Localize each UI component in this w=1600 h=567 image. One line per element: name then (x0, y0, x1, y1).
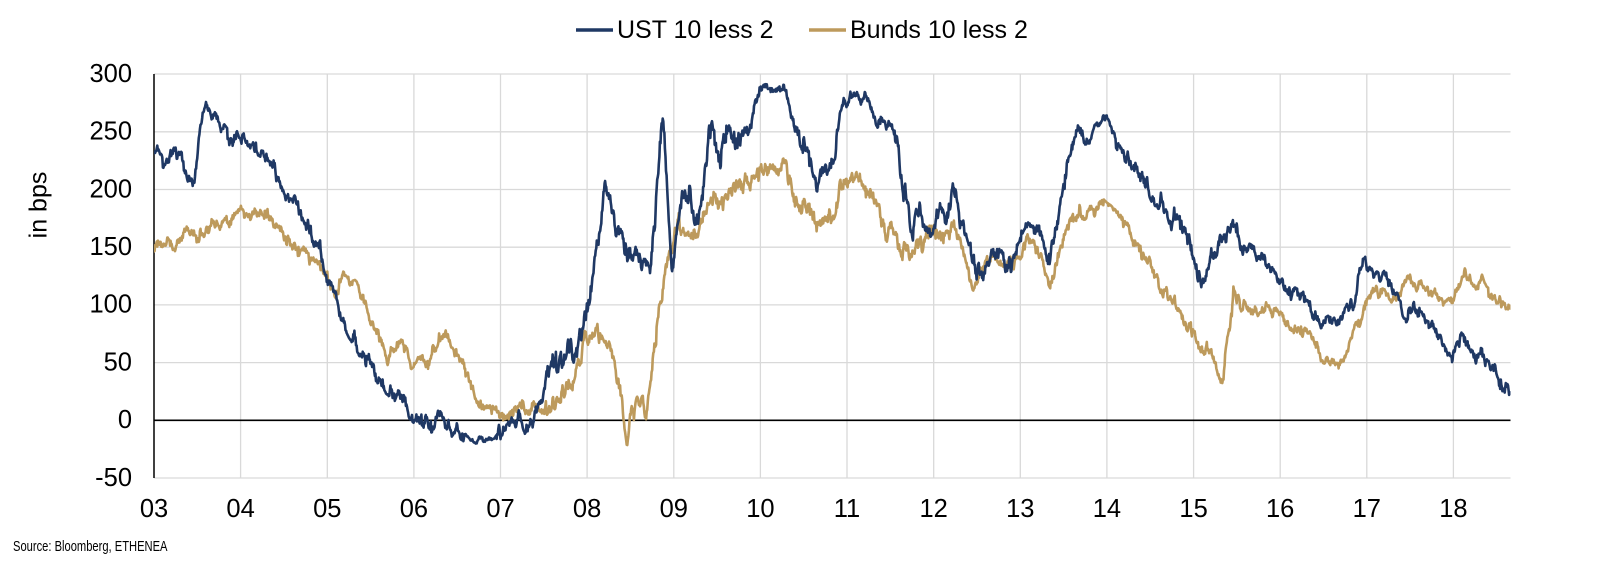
svg-text:50: 50 (104, 348, 132, 376)
svg-text:07: 07 (486, 495, 514, 523)
svg-text:06: 06 (400, 495, 428, 523)
svg-text:Bunds 10 less 2: Bunds 10 less 2 (850, 16, 1028, 44)
svg-text:12: 12 (920, 495, 948, 523)
svg-text:11: 11 (834, 495, 860, 523)
svg-text:09: 09 (660, 495, 688, 523)
svg-text:13: 13 (1006, 495, 1034, 523)
svg-text:18: 18 (1439, 495, 1467, 523)
svg-text:UST 10 less 2: UST 10 less 2 (617, 16, 774, 44)
svg-text:04: 04 (226, 495, 254, 523)
svg-text:250: 250 (89, 118, 132, 146)
svg-text:03: 03 (140, 495, 168, 523)
svg-text:08: 08 (573, 495, 601, 523)
svg-text:300: 300 (89, 60, 132, 88)
svg-text:150: 150 (89, 233, 132, 261)
svg-text:15: 15 (1179, 495, 1207, 523)
svg-text:Source: Bloomberg, ETHENEA: Source: Bloomberg, ETHENEA (13, 538, 168, 555)
svg-text:16: 16 (1266, 495, 1294, 523)
svg-text:0: 0 (118, 406, 132, 434)
svg-text:200: 200 (89, 175, 132, 203)
svg-text:100: 100 (89, 291, 132, 319)
svg-text:in bps: in bps (25, 172, 53, 239)
svg-text:14: 14 (1093, 495, 1121, 523)
svg-text:-50: -50 (95, 464, 132, 492)
svg-text:10: 10 (746, 495, 774, 523)
svg-text:17: 17 (1353, 495, 1381, 523)
svg-text:05: 05 (313, 495, 341, 523)
